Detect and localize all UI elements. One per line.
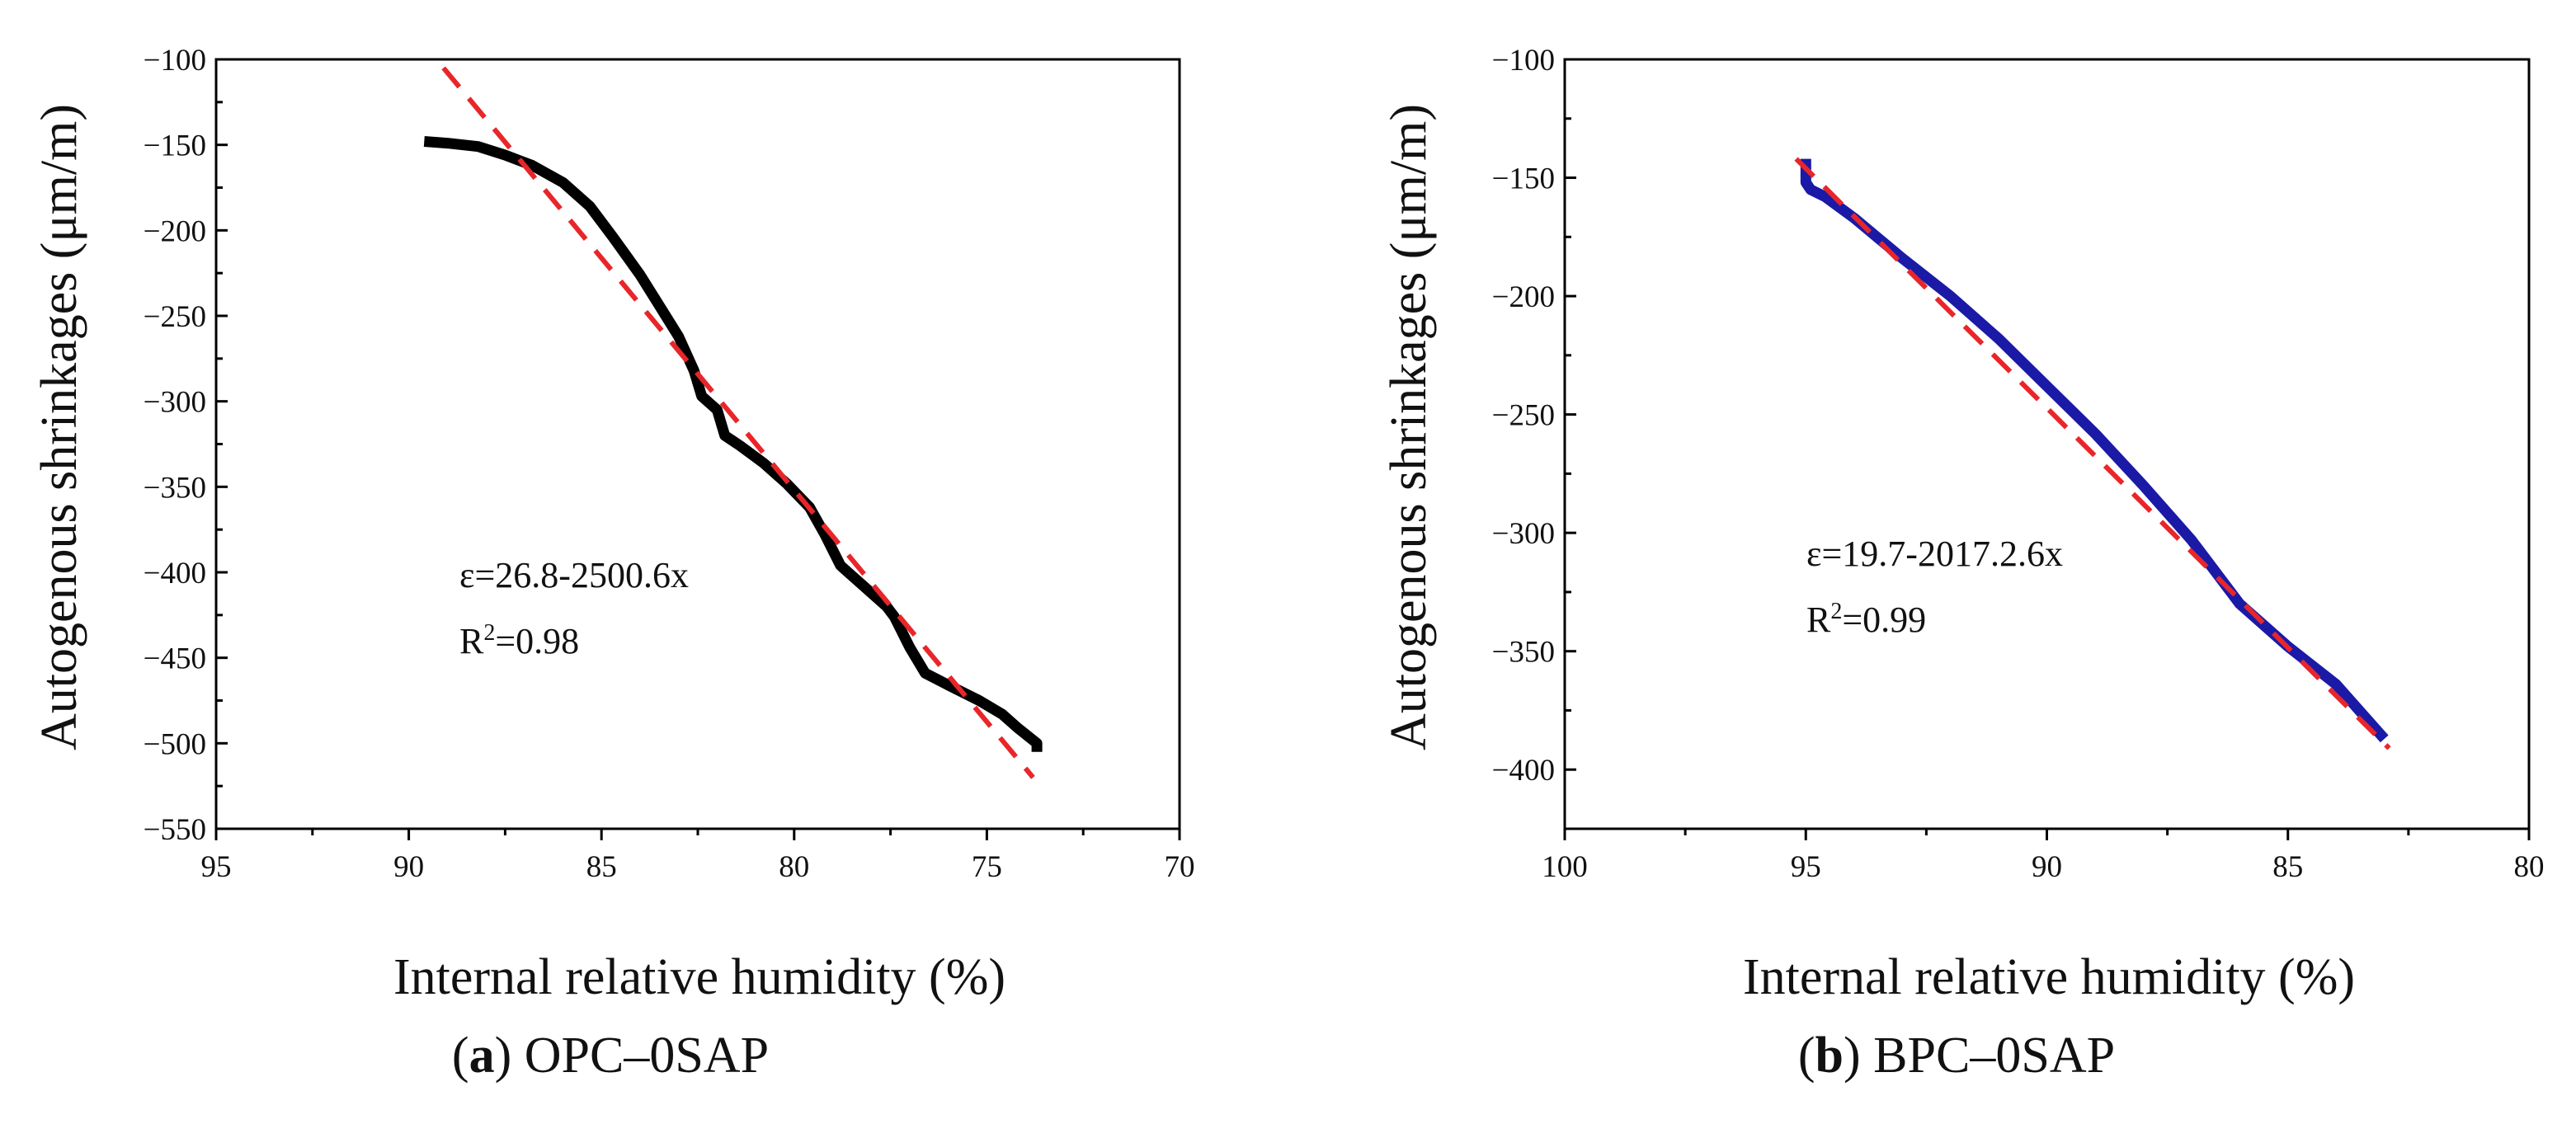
panel-a-opc-0sap: −100 −150 −200 −250 −300 −350 −400 −450 −500 −550… — [31, 44, 1195, 1084]
panel-b-bpc-0sap: −100 −150 −200 −250 −300 −350 −400 100 95 90 85 80… — [1381, 44, 2545, 1084]
panel-b-measured-series — [1800, 158, 2389, 743]
panel-b-y-axis-title: Autogenous shrinkages (μm/m) — [1381, 104, 1437, 750]
panel-a-y-tick-label: −300 — [144, 386, 206, 420]
panel-a-y-tick-labels: −100 −150 −200 −250 −300 −350 −400 −450 −500 −550 — [144, 44, 206, 847]
panel-a-plot-frame — [214, 58, 1181, 830]
panel-a-x-tick-labels: 95 90 85 80 75 70 — [201, 850, 1195, 884]
panel-a-x-tick-label: 80 — [779, 850, 809, 884]
panel-b-x-tick-label: 85 — [2272, 850, 2303, 884]
panel-a-y-tick-label: −400 — [144, 557, 206, 590]
panel-b-y-tick-label: −200 — [1492, 280, 1555, 314]
panel-a-y-tick-label: −200 — [144, 214, 206, 248]
panel-a-y-tick-label: −100 — [144, 44, 206, 78]
panel-b-x-tick-label: 90 — [2032, 850, 2062, 884]
panel-a-x-tick-label: 70 — [1165, 850, 1195, 884]
panel-a-x-axis-title: Internal relative humidity (%) — [393, 949, 1005, 1005]
panel-b-x-tick-label: 100 — [1542, 850, 1588, 884]
panel-a-y-tick-label: −550 — [144, 813, 206, 847]
panel-b-plot-frame — [1563, 58, 2531, 830]
panel-a-y-tick-label: −150 — [144, 129, 206, 163]
panel-a-x-tick-label: 95 — [201, 850, 232, 884]
panel-b-x-axis-title: Internal relative humidity (%) — [1743, 949, 2355, 1005]
panel-a-ticks — [214, 58, 1181, 840]
panel-a-y-tick-label: −250 — [144, 300, 206, 334]
panel-b-x-tick-label: 95 — [1791, 850, 1821, 884]
panel-b-ticks — [1563, 58, 2531, 840]
panel-a-y-tick-label: −350 — [144, 471, 206, 505]
panel-a-fit-equation: ε=26.8-2500.6x — [459, 555, 689, 595]
panel-a-y-tick-label: −500 — [144, 727, 206, 761]
panel-a-r-squared: R2=0.98 — [459, 620, 579, 661]
panel-b-y-tick-label: −100 — [1492, 44, 1555, 78]
panel-a-linear-fit-line — [441, 66, 1035, 779]
panel-a-y-tick-label: −450 — [144, 642, 206, 676]
panel-b-y-tick-label: −400 — [1492, 754, 1555, 788]
panel-a-x-tick-label: 90 — [393, 850, 424, 884]
panel-b-caption: (b) BPC–0SAP — [1798, 1028, 2115, 1084]
panel-b-r-squared: R2=0.99 — [1806, 599, 1926, 640]
panel-b-y-tick-label: −300 — [1492, 517, 1555, 551]
panel-b-x-tick-label: 80 — [2514, 850, 2545, 884]
panel-b-y-tick-label: −350 — [1492, 636, 1555, 670]
panel-a-y-axis-title: Autogenous shrinkages (μm/m) — [31, 104, 87, 750]
panel-b-x-tick-labels: 100 95 90 85 80 — [1542, 850, 2544, 884]
panel-b-linear-fit-line — [1794, 157, 2391, 750]
panel-a-x-tick-label: 75 — [972, 850, 1002, 884]
panel-b-fit-equation: ε=19.7-2017.2.6x — [1806, 534, 2063, 574]
panel-a-measured-series — [423, 136, 1043, 752]
panel-a-x-tick-label: 85 — [586, 850, 617, 884]
panel-b-y-tick-label: −250 — [1492, 399, 1555, 433]
panel-b-y-tick-labels: −100 −150 −200 −250 −300 −350 −400 — [1492, 44, 1555, 788]
panel-a-caption: (a) OPC–0SAP — [452, 1028, 769, 1084]
panel-b-y-tick-label: −150 — [1492, 162, 1555, 196]
